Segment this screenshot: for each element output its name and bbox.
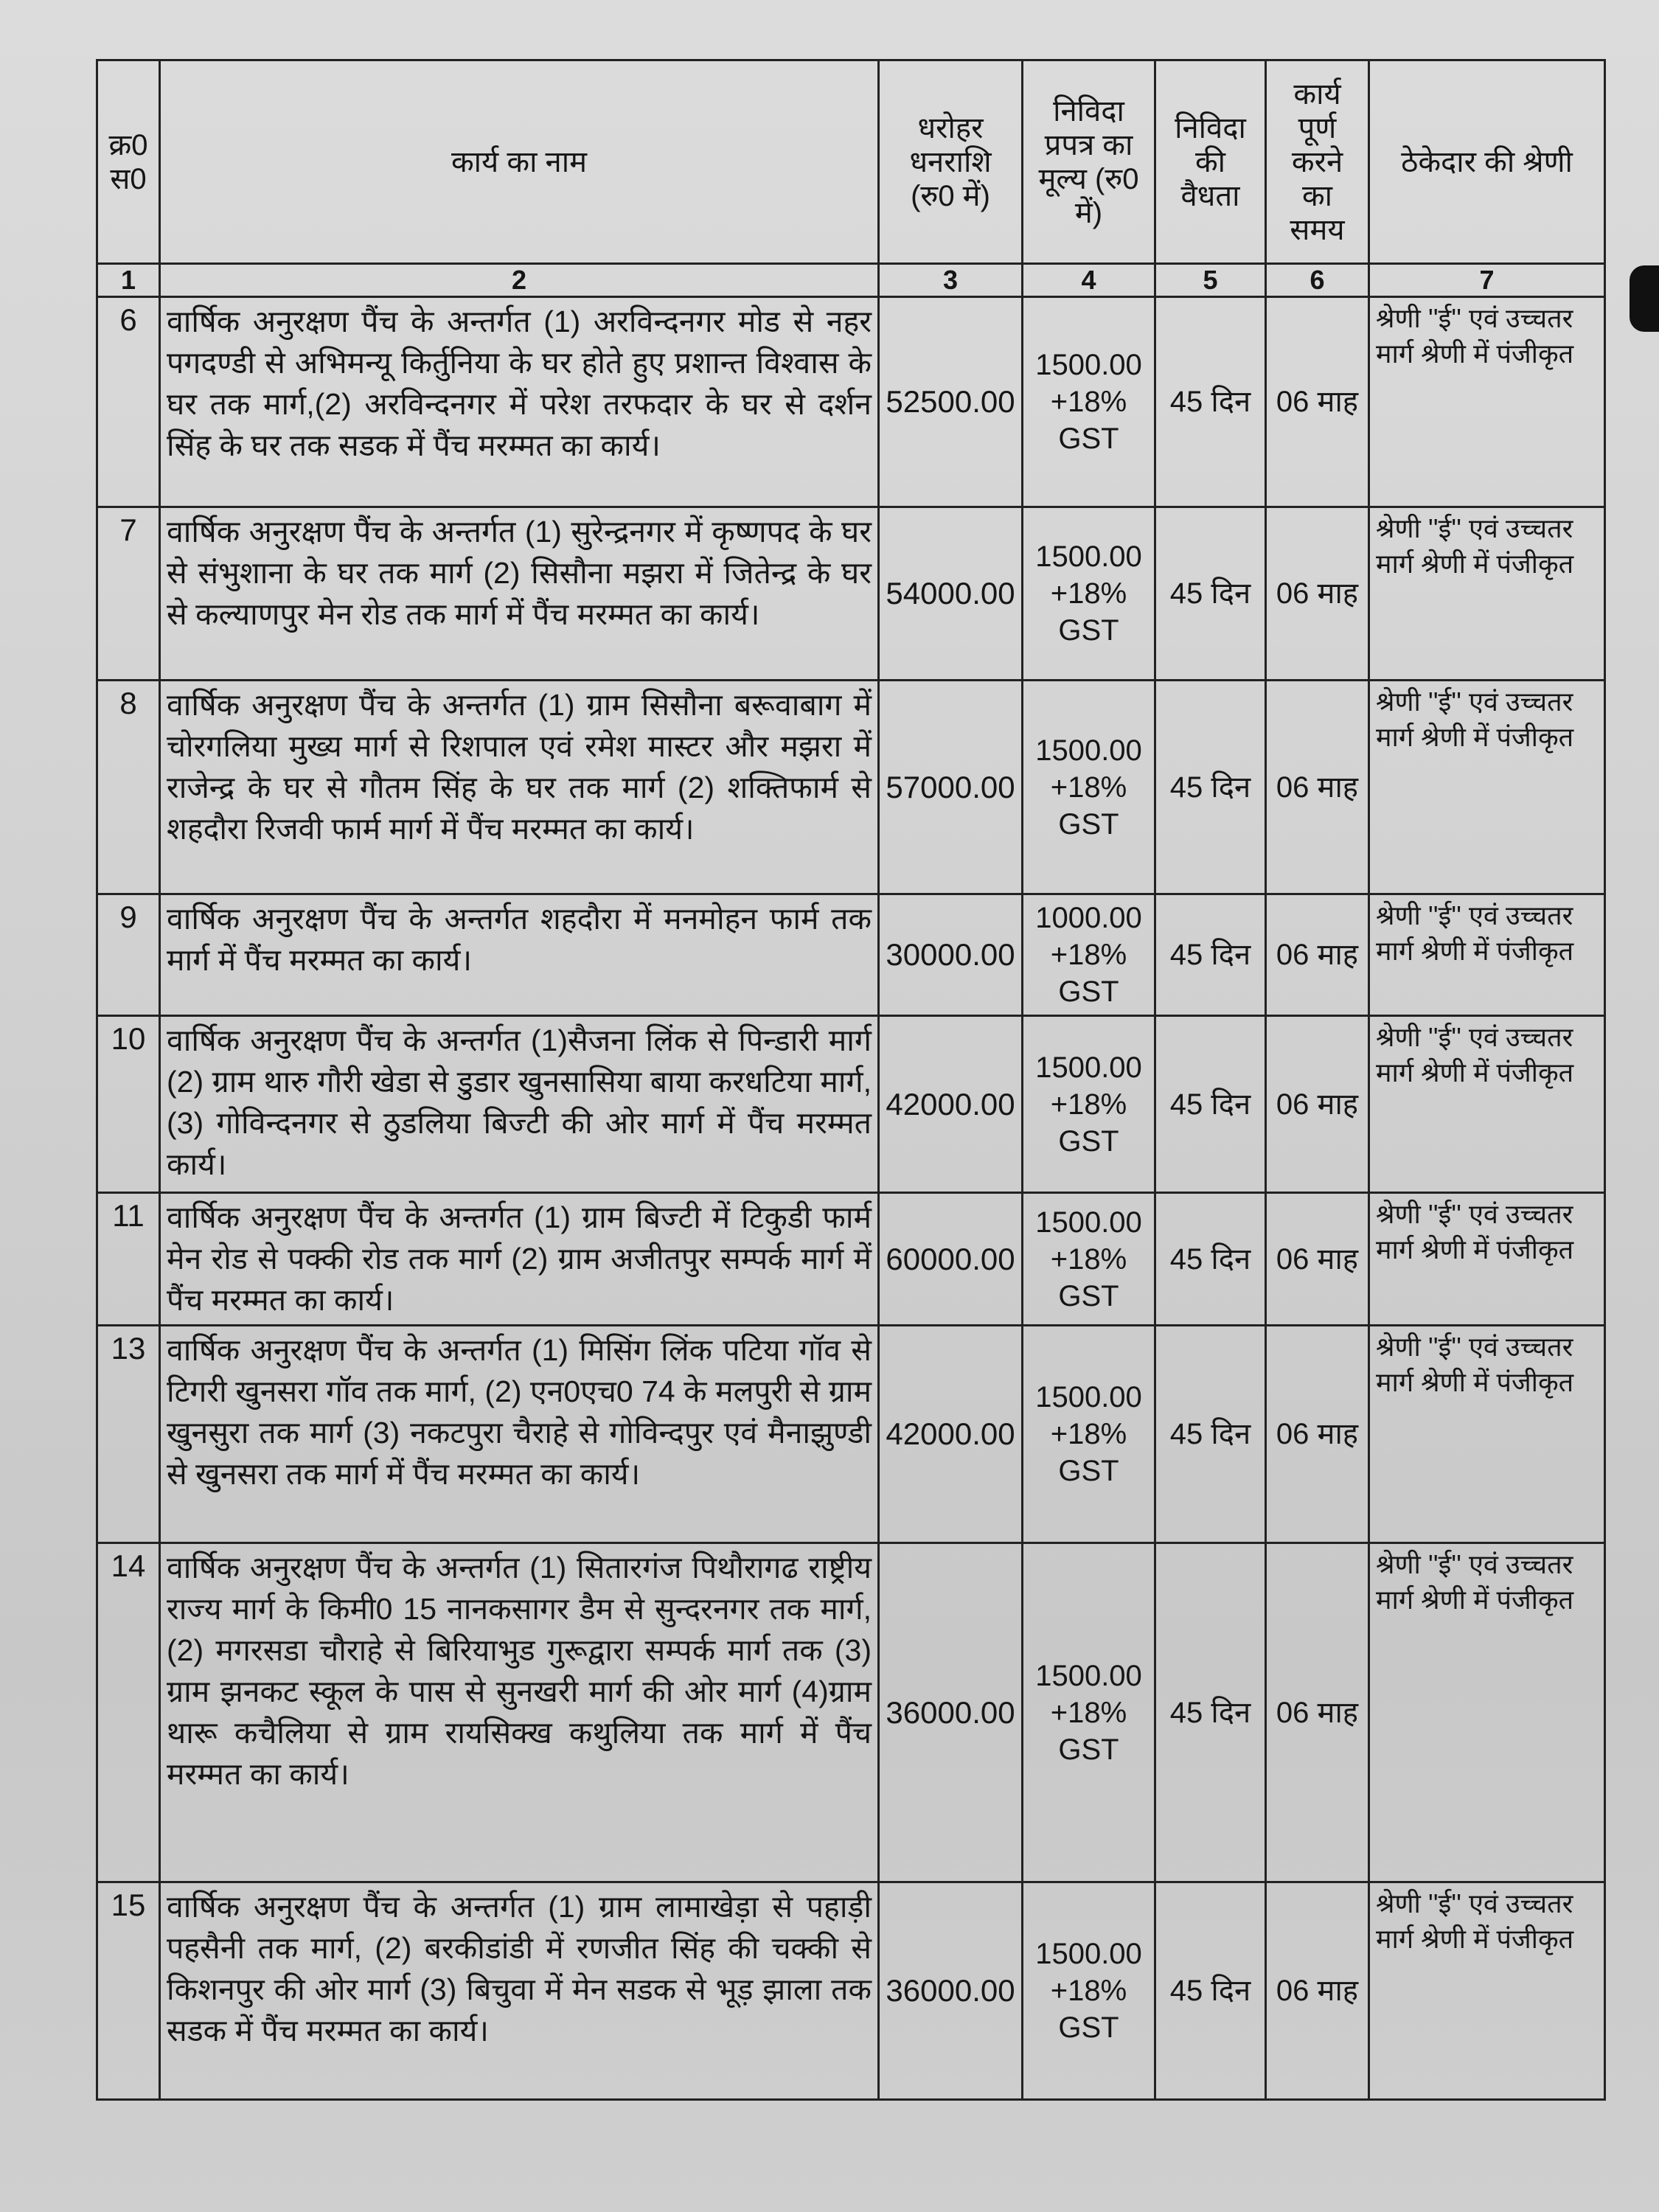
table-row: 6 वार्षिक अनुरक्षण पैंच के अन्तर्गत (1) अ…: [96, 296, 1606, 508]
completion-time: 06 माह: [1265, 1881, 1370, 2101]
serial-number: 14: [96, 1542, 161, 1883]
header-form-price: निविदा प्रपत्र का मूल्य (रु0 में): [1021, 59, 1156, 265]
serial-number: 9: [96, 893, 161, 1017]
validity: 45 दिन: [1154, 506, 1267, 681]
column-number: 4: [1021, 262, 1156, 298]
work-name: वार्षिक अनुरक्षण पैंच के अन्तर्गत (1)सैज…: [159, 1015, 880, 1194]
column-number: 3: [877, 262, 1023, 298]
serial-number: 8: [96, 679, 161, 895]
contractor-category: श्रेणी ''ई'' एवं उच्चतर मार्ग श्रेणी में…: [1368, 1015, 1606, 1194]
column-number: 2: [159, 262, 880, 298]
table-row: 9 वार्षिक अनुरक्षण पैंच के अन्तर्गत शहदौर…: [96, 893, 1606, 1017]
contractor-category: श्रेणी ''ई'' एवं उच्चतर मार्ग श्रेणी में…: [1368, 296, 1606, 508]
work-name: वार्षिक अनुरक्षण पैंच के अन्तर्गत (1) ग्…: [159, 1192, 880, 1326]
work-name: वार्षिक अनुरक्षण पैंच के अन्तर्गत (1) ग्…: [159, 1881, 880, 2101]
contractor-category: श्रेणी ''ई'' एवं उच्चतर मार्ग श्रेणी में…: [1368, 1881, 1606, 2101]
form-price: 1000.00 +18% GST: [1021, 893, 1156, 1017]
column-number: 1: [96, 262, 161, 298]
completion-time: 06 माह: [1265, 1324, 1370, 1544]
table-row: 7 वार्षिक अनुरक्षण पैंच के अन्तर्गत (1) स…: [96, 506, 1606, 681]
earnest-money: 57000.00: [877, 679, 1023, 895]
earnest-money: 42000.00: [877, 1324, 1023, 1544]
form-price: 1500.00 +18% GST: [1021, 1881, 1156, 2101]
work-name: वार्षिक अनुरक्षण पैंच के अन्तर्गत (1) अर…: [159, 296, 880, 508]
table-row: 11 वार्षिक अनुरक्षण पैंच के अन्तर्गत (1) …: [96, 1192, 1606, 1326]
earnest-money: 30000.00: [877, 893, 1023, 1017]
earnest-money: 36000.00: [877, 1542, 1023, 1883]
work-name: वार्षिक अनुरक्षण पैंच के अन्तर्गत (1) सु…: [159, 506, 880, 681]
completion-time: 06 माह: [1265, 506, 1370, 681]
validity: 45 दिन: [1154, 893, 1267, 1017]
serial-number: 7: [96, 506, 161, 681]
table-row: 14 वार्षिक अनुरक्षण पैंच के अन्तर्गत (1) …: [96, 1542, 1606, 1883]
work-name: वार्षिक अनुरक्षण पैंच के अन्तर्गत (1) मि…: [159, 1324, 880, 1544]
serial-number: 15: [96, 1881, 161, 2101]
completion-time: 06 माह: [1265, 893, 1370, 1017]
form-price: 1500.00 +18% GST: [1021, 1192, 1156, 1326]
validity: 45 दिन: [1154, 1881, 1267, 2101]
work-name: वार्षिक अनुरक्षण पैंच के अन्तर्गत (1) ग्…: [159, 679, 880, 895]
contractor-category: श्रेणी ''ई'' एवं उच्चतर मार्ग श्रेणी में…: [1368, 893, 1606, 1017]
contractor-category: श्रेणी ''ई'' एवं उच्चतर मार्ग श्रेणी में…: [1368, 1542, 1606, 1883]
form-price: 1500.00 +18% GST: [1021, 1015, 1156, 1194]
earnest-money: 54000.00: [877, 506, 1023, 681]
contractor-category: श्रेणी ''ई'' एवं उच्चतर मार्ग श्रेणी में…: [1368, 1324, 1606, 1544]
validity: 45 दिन: [1154, 296, 1267, 508]
validity: 45 दिन: [1154, 1324, 1267, 1544]
tender-table: क्र0 स0 कार्य का नाम धरोहर धनराशि (रु0 म…: [96, 59, 1606, 2101]
earnest-money: 52500.00: [877, 296, 1023, 508]
form-price: 1500.00 +18% GST: [1021, 1324, 1156, 1544]
earnest-money: 60000.00: [877, 1192, 1023, 1326]
earnest-money: 42000.00: [877, 1015, 1023, 1194]
serial-number: 6: [96, 296, 161, 508]
header-validity: निविदा की वैधता: [1154, 59, 1267, 265]
form-price: 1500.00 +18% GST: [1021, 679, 1156, 895]
header-earnest-money: धरोहर धनराशि (रु0 में): [877, 59, 1023, 265]
form-price: 1500.00 +18% GST: [1021, 1542, 1156, 1883]
header-contractor-category: ठेकेदार की श्रेणी: [1368, 59, 1606, 265]
contractor-category: श्रेणी ''ई'' एवं उच्चतर मार्ग श्रेणी में…: [1368, 679, 1606, 895]
column-number: 6: [1265, 262, 1370, 298]
completion-time: 06 माह: [1265, 1015, 1370, 1194]
header-completion-time: कार्य पूर्ण करने का समय: [1265, 59, 1370, 265]
completion-time: 06 माह: [1265, 1542, 1370, 1883]
work-name: वार्षिक अनुरक्षण पैंच के अन्तर्गत शहदौरा…: [159, 893, 880, 1017]
form-price: 1500.00 +18% GST: [1021, 506, 1156, 681]
column-number-row: 1 2 3 4 5 6 7: [96, 262, 1606, 298]
validity: 45 दिन: [1154, 1015, 1267, 1194]
completion-time: 06 माह: [1265, 296, 1370, 508]
table-row: 10 वार्षिक अनुरक्षण पैंच के अन्तर्गत (1)स…: [96, 1015, 1606, 1194]
contractor-category: श्रेणी ''ई'' एवं उच्चतर मार्ग श्रेणी में…: [1368, 1192, 1606, 1326]
table-row: 8 वार्षिक अनुरक्षण पैंच के अन्तर्गत (1) ग…: [96, 679, 1606, 895]
serial-number: 13: [96, 1324, 161, 1544]
serial-number: 10: [96, 1015, 161, 1194]
header-work-name: कार्य का नाम: [159, 59, 880, 265]
column-number: 7: [1368, 262, 1606, 298]
completion-time: 06 माह: [1265, 679, 1370, 895]
work-name: वार्षिक अनुरक्षण पैंच के अन्तर्गत (1) सि…: [159, 1542, 880, 1883]
table-body: 6 वार्षिक अनुरक्षण पैंच के अन्तर्गत (1) अ…: [96, 296, 1606, 2101]
table-row: 13 वार्षिक अनुरक्षण पैंच के अन्तर्गत (1) …: [96, 1324, 1606, 1544]
page-edge-mark: [1630, 265, 1659, 332]
table-row: 15 वार्षिक अनुरक्षण पैंच के अन्तर्गत (1) …: [96, 1881, 1606, 2101]
contractor-category: श्रेणी ''ई'' एवं उच्चतर मार्ग श्रेणी में…: [1368, 506, 1606, 681]
completion-time: 06 माह: [1265, 1192, 1370, 1326]
header-row: क्र0 स0 कार्य का नाम धरोहर धनराशि (रु0 म…: [96, 59, 1606, 265]
serial-number: 11: [96, 1192, 161, 1326]
validity: 45 दिन: [1154, 679, 1267, 895]
form-price: 1500.00 +18% GST: [1021, 296, 1156, 508]
validity: 45 दिन: [1154, 1192, 1267, 1326]
column-number: 5: [1154, 262, 1267, 298]
earnest-money: 36000.00: [877, 1881, 1023, 2101]
validity: 45 दिन: [1154, 1542, 1267, 1883]
header-serial: क्र0 स0: [96, 59, 161, 265]
